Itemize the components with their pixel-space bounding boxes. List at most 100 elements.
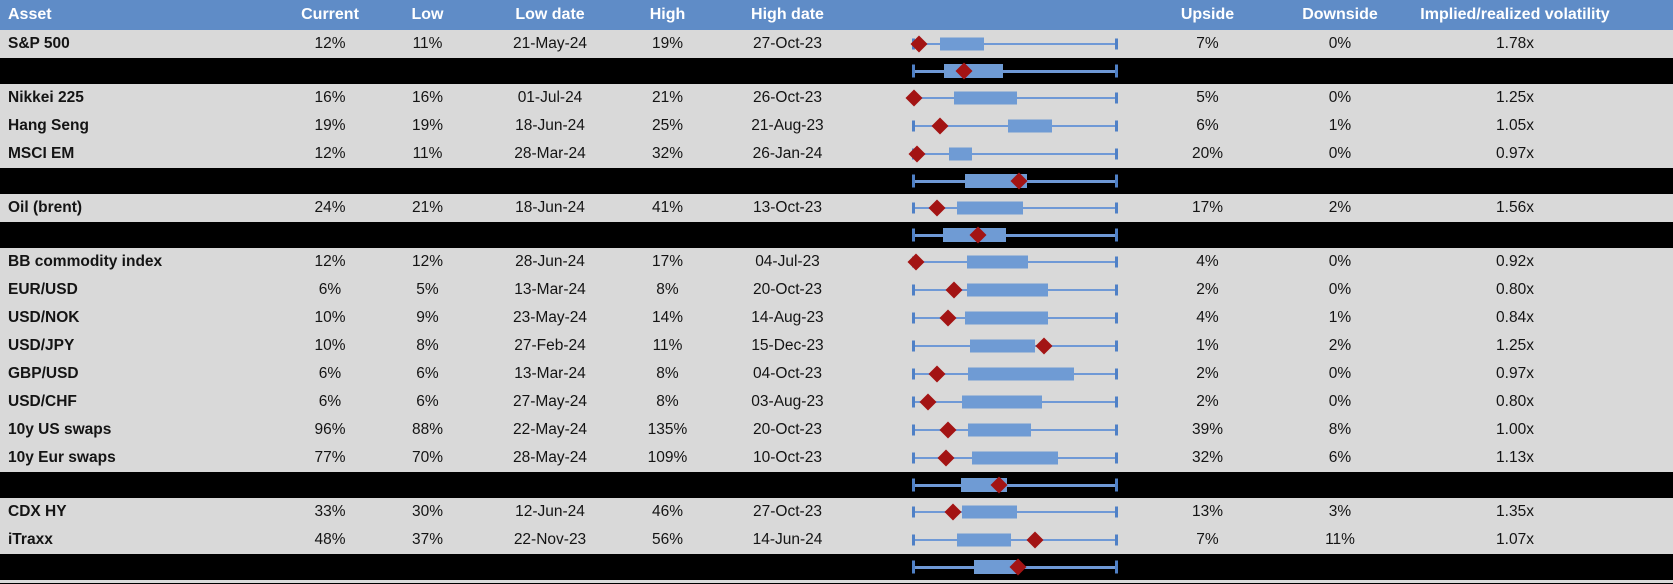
- table-row: USD/CHF 6% 6% 27-May-24 8% 03-Aug-23 2% 0% 0.80x: [0, 388, 1673, 416]
- range-boxplot: [912, 360, 1118, 388]
- high-cell: 17%: [651, 253, 684, 270]
- bottom-band-row: [0, 580, 1673, 584]
- upside-cell: 5%: [1196, 89, 1219, 106]
- range-boxplot: [912, 332, 1118, 360]
- asset-cell: Nikkei 225: [8, 89, 84, 106]
- table-row: 10y Eur swaps 77% 70% 28-May-24 109% 10-Oct-2…: [0, 444, 1673, 472]
- asset-cell: CDX HY: [8, 503, 67, 520]
- range-box: [970, 339, 1036, 353]
- range-box: [961, 505, 1018, 519]
- high_date-cell: 21-Aug-23: [751, 117, 824, 134]
- current-cell: 48%: [314, 531, 346, 548]
- summary-row: [0, 222, 1673, 248]
- range-boxplot: [907, 248, 1118, 276]
- high-cell: 46%: [651, 503, 684, 520]
- asset-cell: USD/JPY: [8, 337, 75, 354]
- table-row: 10y US swaps 96% 88% 22-May-24 135% 20-Oct-23…: [0, 416, 1673, 444]
- whisker-cap-right-icon: [1115, 256, 1118, 268]
- low_date-cell: 12-Jun-24: [515, 503, 585, 520]
- high_date-cell: 03-Aug-23: [751, 393, 824, 410]
- current-diamond-marker-icon: [945, 281, 963, 299]
- upside-cell: 7%: [1196, 531, 1219, 548]
- range-chart-cell: [860, 140, 1135, 168]
- high_date-cell: 14-Aug-23: [751, 309, 824, 326]
- table-row: BB commodity index 12% 12% 28-Jun-24 17% 04-J…: [0, 248, 1673, 276]
- impl_real_vol-cell: 0.97x: [1496, 365, 1534, 382]
- low_date-cell: 28-May-24: [512, 449, 588, 466]
- range-box: [967, 255, 1029, 269]
- table-row: Nikkei 225 16% 16% 01-Jul-24 21% 26-Oct-23 5% 0…: [0, 84, 1673, 112]
- current-cell: 19%: [314, 117, 346, 134]
- header-low: Low: [411, 6, 444, 23]
- whisker-cap-left-icon: [912, 396, 915, 408]
- range-boxplot: [910, 30, 1118, 58]
- range-boxplot: [912, 498, 1118, 526]
- impl_real_vol-cell: 0.80x: [1496, 281, 1534, 298]
- impl_real_vol-cell: 1.25x: [1496, 89, 1534, 106]
- low-cell: 8%: [416, 337, 439, 354]
- range-box: [956, 533, 1011, 547]
- table-row: MSCI EM 12% 11% 28-Mar-24 32% 26-Jan-24 20% 0% 0…: [0, 140, 1673, 168]
- high-cell: 135%: [647, 421, 688, 438]
- impl_real_vol-cell: 1.05x: [1496, 117, 1534, 134]
- current-cell: 12%: [314, 35, 346, 52]
- range-box: [968, 367, 1075, 381]
- whisker-line: [913, 43, 1117, 45]
- summary-row: [0, 554, 1673, 580]
- low_date-cell: 27-May-24: [512, 393, 588, 410]
- impl_real_vol-cell: 0.80x: [1496, 393, 1534, 410]
- low_date-cell: 18-Jun-24: [515, 199, 585, 216]
- whisker-cap-left-icon: [912, 64, 915, 78]
- asset-cell: 10y US swaps: [8, 421, 112, 438]
- downside-cell: 0%: [1328, 393, 1352, 410]
- whisker-cap-left-icon: [912, 452, 915, 464]
- whisker-cap-right-icon: [1115, 228, 1118, 242]
- current-cell: 16%: [314, 89, 346, 106]
- whisker-cap-left-icon: [912, 228, 915, 242]
- asset-cell: 10y Eur swaps: [8, 449, 116, 466]
- summary-row: [0, 168, 1673, 194]
- low_date-cell: 13-Mar-24: [514, 281, 586, 298]
- range-boxplot: [912, 526, 1118, 554]
- whisker-cap-right-icon: [1115, 534, 1118, 546]
- impl_real_vol-cell: 1.56x: [1496, 199, 1534, 216]
- high_date-cell: 20-Oct-23: [753, 421, 822, 438]
- current-cell: 96%: [314, 421, 346, 438]
- upside-cell: 2%: [1196, 281, 1219, 298]
- whisker-line: [913, 69, 1117, 73]
- high-cell: 11%: [652, 337, 683, 354]
- range-boxplot: [912, 276, 1118, 304]
- asset-cell: Hang Seng: [8, 117, 89, 134]
- whisker-cap-left-icon: [912, 506, 915, 518]
- range-chart-cell: [860, 248, 1135, 276]
- low_date-cell: 21-May-24: [512, 35, 588, 52]
- whisker-cap-right-icon: [1115, 148, 1118, 160]
- downside-cell: 0%: [1328, 253, 1352, 270]
- whisker-cap-left-icon: [912, 174, 915, 188]
- high_date-cell: 26-Jan-24: [752, 145, 823, 162]
- table-row: Hang Seng 19% 19% 18-Jun-24 25% 21-Aug-23 6% 1%…: [0, 112, 1673, 140]
- high-cell: 14%: [651, 309, 684, 326]
- range-boxplot: [908, 140, 1118, 168]
- downside-cell: 1%: [1328, 309, 1352, 326]
- upside-cell: 13%: [1191, 503, 1224, 520]
- whisker-cap-left-icon: [912, 478, 915, 492]
- range-chart-cell: [860, 360, 1135, 388]
- table-row: USD/JPY 10% 8% 27-Feb-24 11% 15-Dec-23 1% 2% 1.2…: [0, 332, 1673, 360]
- current-diamond-marker-icon: [1026, 531, 1044, 549]
- whisker-cap-right-icon: [1115, 560, 1118, 574]
- range-boxplot: [912, 168, 1118, 194]
- whisker-cap-right-icon: [1115, 396, 1118, 408]
- high-cell: 41%: [651, 199, 684, 216]
- high-cell: 32%: [651, 145, 684, 162]
- summary-row: [0, 472, 1673, 498]
- whisker-cap-right-icon: [1115, 340, 1118, 352]
- table-row: Oil (brent) 24% 21% 18-Jun-24 41% 13-Oct-23 17…: [0, 194, 1673, 222]
- whisker-cap-left-icon: [912, 202, 915, 214]
- low-cell: 11%: [412, 145, 443, 162]
- range-boxplot: [912, 58, 1118, 84]
- upside-cell: 2%: [1196, 393, 1219, 410]
- range-chart-cell: [860, 112, 1135, 140]
- low_date-cell: 22-Nov-23: [513, 531, 587, 548]
- impl_real_vol-cell: 0.92x: [1496, 253, 1534, 270]
